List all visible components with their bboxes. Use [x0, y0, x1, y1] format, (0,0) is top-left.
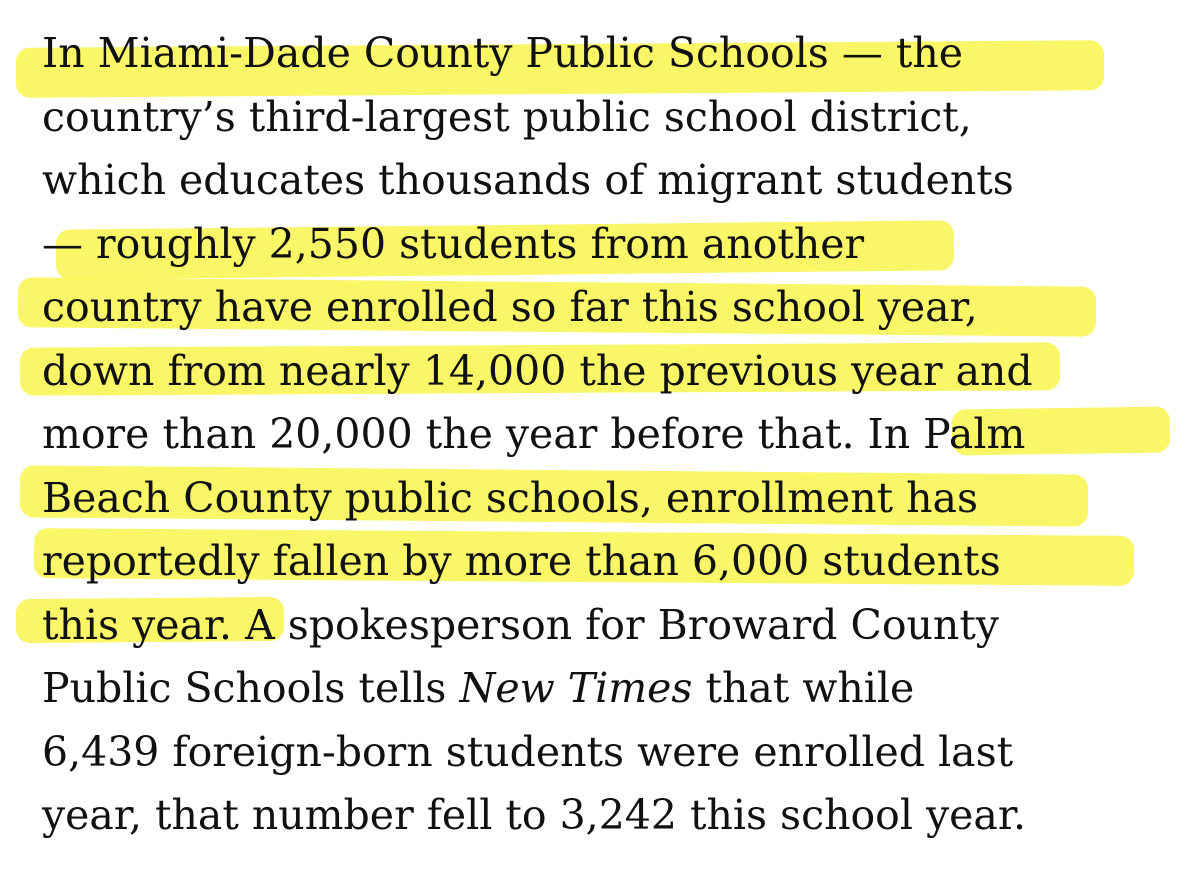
text-line: reportedly fallen by more than 6,000 stu…: [42, 537, 1001, 585]
text-line: In Miami-Dade County Public Schools — th…: [42, 29, 964, 77]
publication-name: New Times: [459, 664, 693, 712]
text-line: — roughly 2,550 students from another: [42, 219, 865, 268]
text-segment: that while: [692, 664, 915, 712]
text-line: country’s third-largest public school di…: [42, 92, 972, 141]
text-line: year, that number fell to 3,242 this sch…: [42, 791, 1026, 839]
text-line: this year. A spokesperson for Broward Co…: [42, 600, 999, 649]
text-line: Beach County public schools, enrollment …: [42, 473, 979, 522]
text-segment: Public Schools tells: [42, 664, 460, 712]
text-line: which educates thousands of migrant stud…: [42, 156, 1014, 204]
text-line: more than 20,000 the year before that. I…: [42, 410, 1026, 458]
text-line: 6,439 foreign-born students were enrolle…: [42, 727, 1014, 776]
text-line: down from nearly 14,000 the previous yea…: [42, 346, 1033, 395]
text-line-with-italic: Public Schools tells New Times that whil…: [42, 657, 1033, 721]
text-line: country have enrolled so far this school…: [42, 283, 978, 331]
article-text: In Miami-Dade County Public Schools — th…: [42, 22, 1033, 848]
